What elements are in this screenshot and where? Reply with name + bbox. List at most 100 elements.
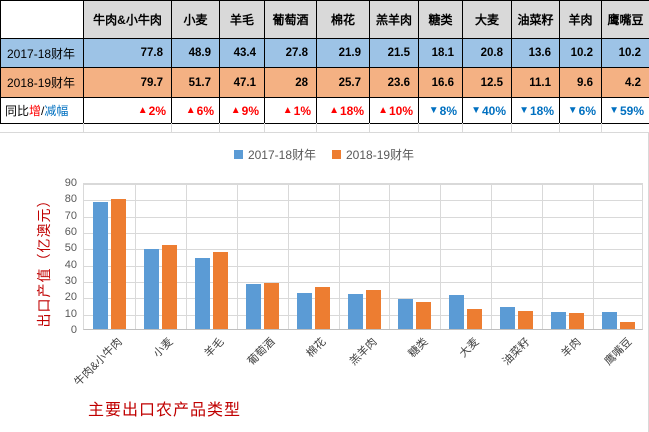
gridline-vertical	[185, 184, 187, 329]
gridline-horizontal	[84, 282, 642, 283]
column-header: 油菜籽	[512, 1, 560, 39]
gridline-vertical	[440, 184, 442, 329]
x-category-label: 油菜籽	[500, 336, 533, 368]
change-value: 10%	[388, 103, 413, 118]
up-arrow-icon: ▲	[378, 105, 388, 116]
y-tick-label: 70	[64, 209, 77, 222]
gridline-vertical	[287, 184, 289, 329]
value-cell: 48.9	[172, 39, 220, 68]
up-arrow-icon: ▲	[329, 105, 339, 116]
bar-fy2018-19	[161, 244, 177, 329]
value-cell: 10.2	[560, 39, 602, 68]
bar-fy2017-18	[245, 283, 261, 329]
y-tick-label: 90	[64, 177, 77, 189]
value-cell: 9.6	[560, 68, 602, 98]
change-label-part: 减幅	[44, 104, 69, 118]
x-category-label: 糖类	[406, 336, 431, 361]
change-cell: ▲ 1%	[265, 98, 317, 124]
change-cell: ▲ 18%	[317, 98, 370, 124]
bar-fy2018-19	[569, 313, 585, 329]
value-cell: 16.6	[419, 68, 463, 98]
gridline-vertical	[389, 184, 391, 329]
x-category-label: 羔羊肉	[347, 336, 380, 368]
chart-legend: 2017-18财年 2018-19财年	[0, 146, 648, 163]
bar-fy2017-18	[398, 299, 414, 329]
gridline-horizontal	[84, 314, 642, 316]
gridline-vertical	[236, 184, 238, 329]
legend-item: 2018-19财年	[332, 146, 414, 163]
bar-chart: 2017-18财年 2018-19财年 0 10 20 30 40 50 60 70 80 90 牛…	[0, 133, 649, 432]
column-header: 小麦	[172, 1, 220, 39]
legend-swatch-icon	[332, 150, 341, 159]
value-cell: 21.9	[317, 39, 370, 68]
bar-fy2017-18	[551, 312, 567, 329]
gridline-horizontal	[84, 216, 642, 218]
value-cell: 21.5	[370, 39, 419, 68]
bar-fy2018-19	[263, 283, 279, 329]
x-axis-title: 主要出口农产品类型	[88, 402, 242, 419]
row-label: 2018-19财年	[1, 68, 84, 98]
column-header: 牛肉&小牛肉	[84, 1, 172, 39]
bar-fy2017-18	[143, 249, 159, 329]
change-value: 40%	[481, 103, 506, 118]
change-value: 2%	[148, 103, 166, 118]
x-category-label: 葡萄酒	[245, 336, 278, 368]
y-tick-label: 0	[70, 324, 77, 336]
sheet-gridline-v	[83, 123, 84, 133]
value-cell: 4.2	[602, 68, 649, 98]
value-cell: 12.5	[463, 68, 512, 98]
column-header: 鹰嘴豆	[602, 1, 649, 39]
y-tick-label: 40	[64, 258, 77, 271]
x-category-label: 大麦	[457, 336, 482, 361]
gridline-vertical	[134, 184, 136, 329]
gridline-vertical	[542, 184, 544, 329]
bar-fy2018-19	[365, 290, 381, 329]
y-tick-label: 30	[64, 275, 77, 287]
change-value: 18%	[339, 103, 364, 118]
change-row-label: 同比增 / 减幅	[1, 98, 84, 124]
bar-fy2017-18	[449, 295, 465, 329]
column-header: 羊毛	[220, 1, 265, 39]
value-cell: 47.1	[220, 68, 265, 98]
bar-fy2018-19	[212, 252, 228, 329]
change-cell: ▲ 10%	[370, 98, 419, 124]
value-cell: 43.4	[220, 39, 265, 68]
down-arrow-icon: ▼	[567, 105, 578, 116]
gridline-vertical	[338, 184, 340, 329]
change-value: 8%	[439, 103, 457, 118]
gridline-horizontal	[84, 249, 642, 251]
change-cell: ▲ 6%	[172, 98, 220, 124]
row-label: 2017-18财年	[1, 39, 84, 68]
value-cell: 23.6	[370, 68, 419, 98]
y-tick-label: 20	[64, 291, 77, 304]
value-cell: 27.8	[265, 39, 317, 68]
bar-fy2018-19	[518, 310, 534, 329]
bar-fy2018-19	[620, 322, 636, 329]
change-value: 6%	[196, 103, 214, 118]
bar-fy2018-19	[110, 198, 126, 329]
change-cell: ▼ 40%	[463, 98, 512, 124]
sheet-gridline-v	[559, 123, 560, 133]
y-tick-label: 50	[64, 242, 77, 255]
x-category-label: 棉花	[304, 336, 329, 361]
legend-item: 2017-18财年	[233, 146, 316, 163]
down-arrow-icon: ▼	[609, 105, 619, 116]
gridline-horizontal	[84, 298, 642, 300]
bar-fy2017-18	[194, 258, 210, 329]
sheet-gridline-v	[369, 123, 370, 133]
x-category-label: 小麦	[151, 336, 176, 361]
value-cell: 51.7	[172, 68, 220, 98]
column-header: 羔羊肉	[370, 1, 419, 39]
sheet-gridline-v	[316, 123, 317, 133]
value-cell: 79.7	[84, 68, 172, 98]
up-arrow-icon: ▲	[137, 105, 148, 116]
column-header: 大麦	[463, 1, 512, 39]
value-cell: 25.7	[317, 68, 370, 98]
change-value: 1%	[293, 103, 311, 118]
gridline-horizontal	[84, 233, 642, 234]
change-cell: ▼ 8%	[419, 98, 463, 124]
down-arrow-icon: ▼	[428, 105, 439, 116]
sheet-gridline-v	[219, 123, 220, 133]
value-cell: 20.8	[463, 39, 512, 68]
